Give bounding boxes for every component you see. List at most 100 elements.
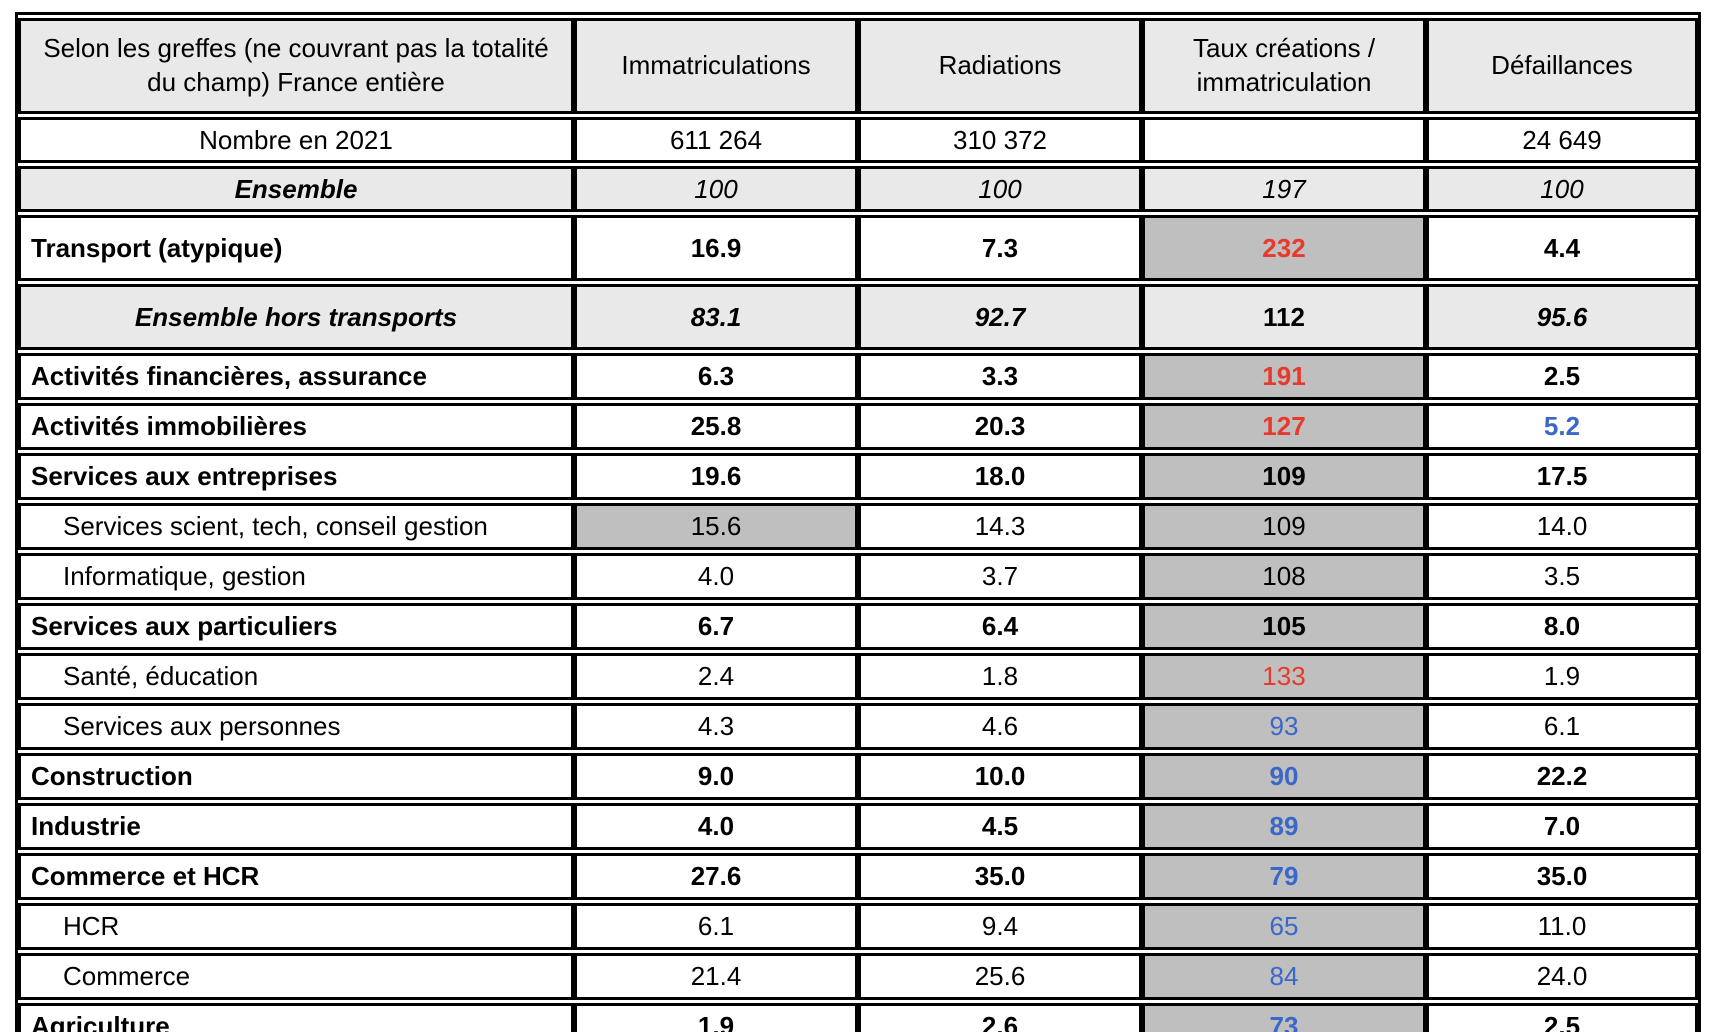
immatriculations-cell: 9.0 — [574, 753, 858, 800]
row-label: Agriculture — [18, 1003, 574, 1032]
table-row-sante-education: Santé, éducation 2.4 1.8 133 1.9 — [18, 653, 1698, 700]
taux-cell: 112 — [1142, 284, 1426, 350]
row-label: Activités immobilières — [18, 403, 574, 450]
taux-cell: 84 — [1142, 953, 1426, 1000]
row-label: Services aux personnes — [18, 703, 574, 750]
taux-cell — [1142, 117, 1426, 163]
taux-cell: 79 — [1142, 853, 1426, 900]
defaillances-cell: 3.5 — [1426, 553, 1698, 600]
table-row-ensemble-hors-transports: Ensemble hors transports 83.1 92.7 112 9… — [18, 284, 1698, 350]
defaillances-cell: 1.9 — [1426, 653, 1698, 700]
defaillances-cell: 95.6 — [1426, 284, 1698, 350]
radiations-cell: 100 — [858, 166, 1142, 212]
table-row-transport: Transport (atypique) 16.9 7.3 232 4.4 — [18, 215, 1698, 281]
defaillances-cell: 2.5 — [1426, 353, 1698, 400]
row-label: Commerce et HCR — [18, 853, 574, 900]
immatriculations-cell: 100 — [574, 166, 858, 212]
radiations-cell: 4.6 — [858, 703, 1142, 750]
table-row-informatique: Informatique, gestion 4.0 3.7 108 3.5 — [18, 553, 1698, 600]
row-label: Commerce — [18, 953, 574, 1000]
taux-cell: 109 — [1142, 453, 1426, 500]
radiations-cell: 310 372 — [858, 117, 1142, 163]
immatriculations-cell: 83.1 — [574, 284, 858, 350]
taux-cell: 191 — [1142, 353, 1426, 400]
defaillances-cell: 17.5 — [1426, 453, 1698, 500]
table-row-services-personnes: Services aux personnes 4.3 4.6 93 6.1 — [18, 703, 1698, 750]
defaillances-cell: 24.0 — [1426, 953, 1698, 1000]
table-header-row: Selon les greffes (ne couvrant pas la to… — [18, 18, 1698, 114]
radiations-cell: 14.3 — [858, 503, 1142, 550]
immatriculations-cell: 27.6 — [574, 853, 858, 900]
defaillances-cell: 11.0 — [1426, 903, 1698, 950]
table-row-construction: Construction 9.0 10.0 90 22.2 — [18, 753, 1698, 800]
col-header-defaillances: Défaillances — [1426, 18, 1698, 114]
table-row-agriculture: Agriculture 1.9 2.6 73 2.5 — [18, 1003, 1698, 1032]
defaillances-cell: 24 649 — [1426, 117, 1698, 163]
taux-cell: 109 — [1142, 503, 1426, 550]
radiations-cell: 25.6 — [858, 953, 1142, 1000]
radiations-cell: 2.6 — [858, 1003, 1142, 1032]
row-label: Ensemble hors transports — [18, 284, 574, 350]
taux-cell: 108 — [1142, 553, 1426, 600]
defaillances-cell: 2.5 — [1426, 1003, 1698, 1032]
radiations-cell: 10.0 — [858, 753, 1142, 800]
immatriculations-cell: 6.7 — [574, 603, 858, 650]
immatriculations-cell: 4.0 — [574, 803, 858, 850]
col-header-radiations: Radiations — [858, 18, 1142, 114]
table-row-services-particuliers: Services aux particuliers 6.7 6.4 105 8.… — [18, 603, 1698, 650]
immatriculations-cell: 19.6 — [574, 453, 858, 500]
defaillances-cell: 35.0 — [1426, 853, 1698, 900]
row-label: Services aux entreprises — [18, 453, 574, 500]
taux-cell: 127 — [1142, 403, 1426, 450]
immatriculations-cell: 25.8 — [574, 403, 858, 450]
row-label: Informatique, gestion — [18, 553, 574, 600]
row-label: Industrie — [18, 803, 574, 850]
defaillances-cell: 22.2 — [1426, 753, 1698, 800]
row-label: Nombre en 2021 — [18, 117, 574, 163]
radiations-cell: 7.3 — [858, 215, 1142, 281]
immatriculations-cell: 2.4 — [574, 653, 858, 700]
table-row-activites-immobilieres: Activités immobilières 25.8 20.3 127 5.2 — [18, 403, 1698, 450]
defaillances-cell: 8.0 — [1426, 603, 1698, 650]
radiations-cell: 1.8 — [858, 653, 1142, 700]
taux-cell: 65 — [1142, 903, 1426, 950]
immatriculations-cell: 1.9 — [574, 1003, 858, 1032]
defaillances-cell: 7.0 — [1426, 803, 1698, 850]
radiations-cell: 35.0 — [858, 853, 1142, 900]
radiations-cell: 18.0 — [858, 453, 1142, 500]
col-header-immatriculations: Immatriculations — [574, 18, 858, 114]
table-row-services-scient: Services scient, tech, conseil gestion 1… — [18, 503, 1698, 550]
taux-cell: 89 — [1142, 803, 1426, 850]
row-label: Santé, éducation — [18, 653, 574, 700]
table-row-commerce: Commerce 21.4 25.6 84 24.0 — [18, 953, 1698, 1000]
row-label: Ensemble — [18, 166, 574, 212]
radiations-cell: 4.5 — [858, 803, 1142, 850]
row-label: HCR — [18, 903, 574, 950]
defaillances-cell: 5.2 — [1426, 403, 1698, 450]
taux-cell: 93 — [1142, 703, 1426, 750]
radiations-cell: 9.4 — [858, 903, 1142, 950]
taux-cell: 232 — [1142, 215, 1426, 281]
defaillances-cell: 4.4 — [1426, 215, 1698, 281]
radiations-cell: 6.4 — [858, 603, 1142, 650]
taux-cell: 90 — [1142, 753, 1426, 800]
table-row-industrie: Industrie 4.0 4.5 89 7.0 — [18, 803, 1698, 850]
table-row-hcr: HCR 6.1 9.4 65 11.0 — [18, 903, 1698, 950]
taux-cell: 105 — [1142, 603, 1426, 650]
defaillances-cell: 6.1 — [1426, 703, 1698, 750]
col-header-rubric: Selon les greffes (ne couvrant pas la to… — [18, 18, 574, 114]
row-label: Services aux particuliers — [18, 603, 574, 650]
immatriculations-cell: 4.3 — [574, 703, 858, 750]
row-label: Activités financières, assurance — [18, 353, 574, 400]
taux-cell: 73 — [1142, 1003, 1426, 1032]
table-row-services-entreprises: Services aux entreprises 19.6 18.0 109 1… — [18, 453, 1698, 500]
row-label: Services scient, tech, conseil gestion — [18, 503, 574, 550]
defaillances-cell: 14.0 — [1426, 503, 1698, 550]
table-row-commerce-hcr: Commerce et HCR 27.6 35.0 79 35.0 — [18, 853, 1698, 900]
immatriculations-cell: 611 264 — [574, 117, 858, 163]
radiations-cell: 20.3 — [858, 403, 1142, 450]
taux-cell: 133 — [1142, 653, 1426, 700]
col-header-taux: Taux créations / immatriculation — [1142, 18, 1426, 114]
immatriculations-cell: 15.6 — [574, 503, 858, 550]
